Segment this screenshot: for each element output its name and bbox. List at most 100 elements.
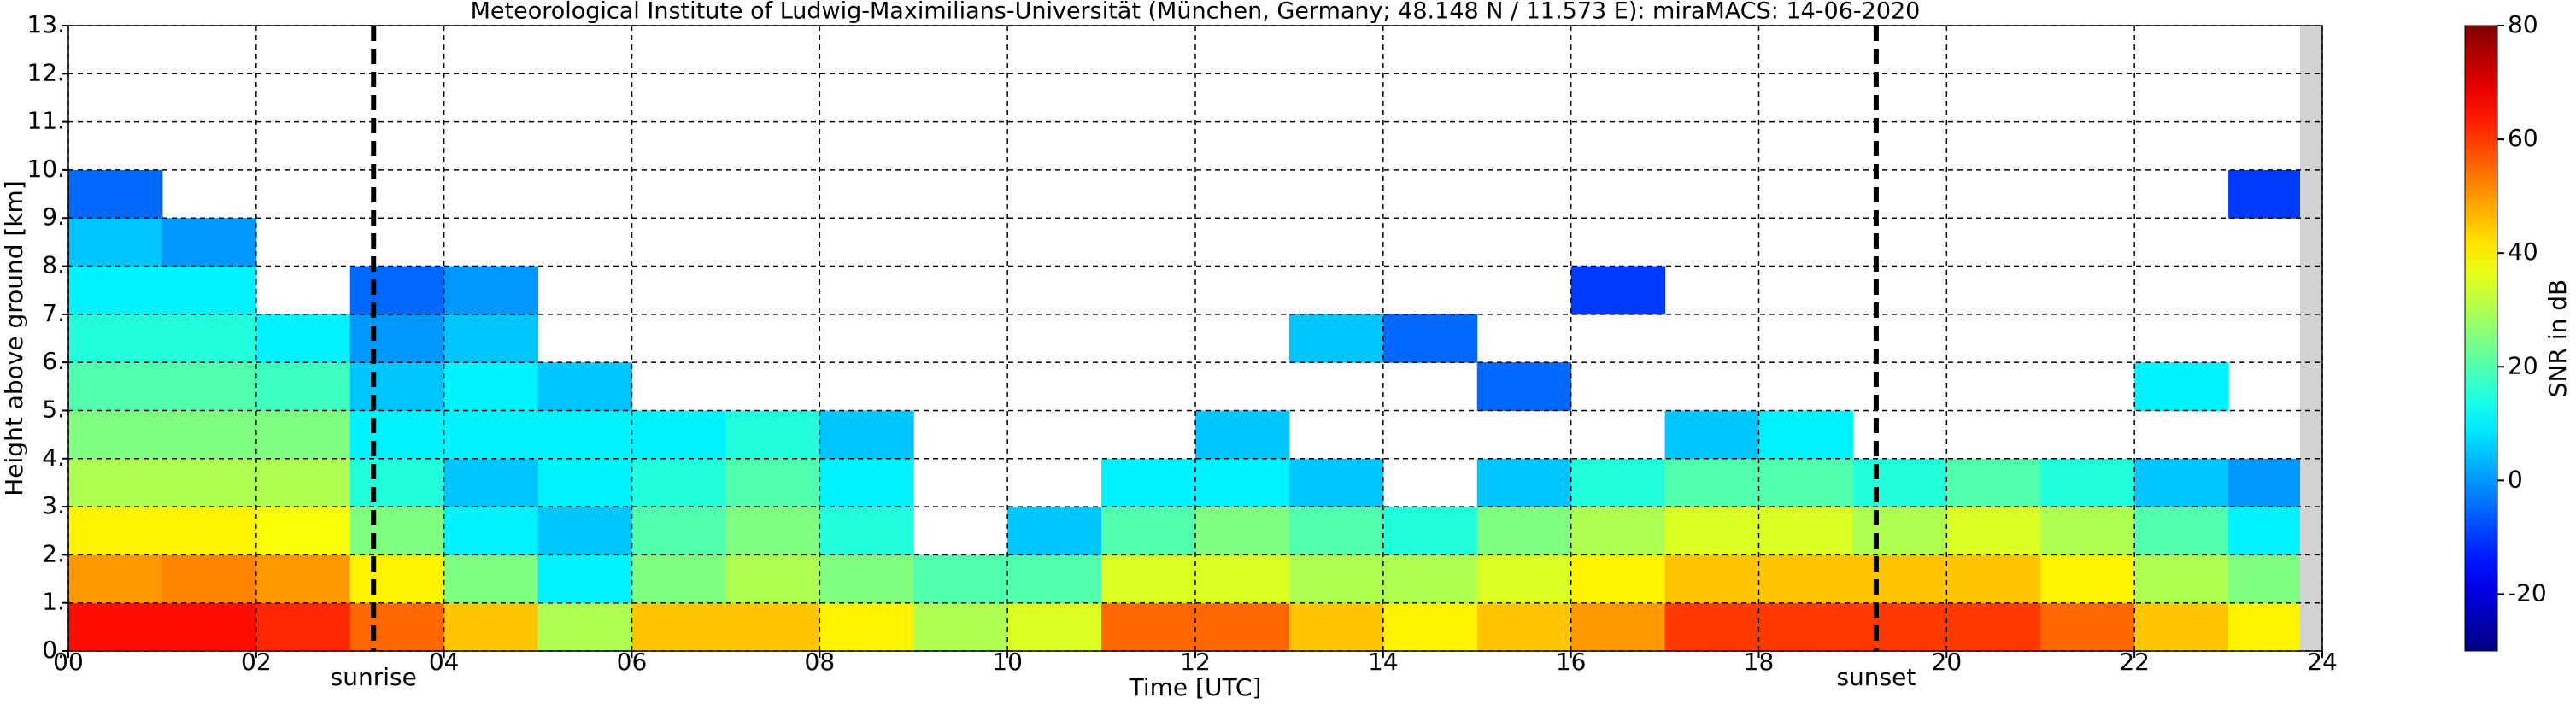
heatmap-cell bbox=[725, 602, 820, 652]
colorbar-tick-label: 0 bbox=[2508, 465, 2523, 493]
heatmap-cell bbox=[1570, 507, 1666, 555]
heatmap-cell bbox=[819, 458, 914, 507]
y-tick-label: 13. bbox=[26, 10, 65, 38]
heatmap-cell bbox=[1476, 602, 1572, 652]
y-tick-label: 11. bbox=[26, 107, 65, 135]
heatmap-cell bbox=[1476, 458, 1572, 507]
x-tick-label: 06 bbox=[617, 648, 648, 676]
heatmap-cell bbox=[2134, 554, 2229, 604]
heatmap-cell bbox=[161, 266, 257, 315]
heatmap-cell bbox=[349, 266, 445, 315]
y-tick-label: 12. bbox=[26, 58, 65, 86]
y-tick-label: 6. bbox=[42, 347, 65, 375]
x-tick-label: 24 bbox=[2307, 648, 2338, 676]
heatmap-cell bbox=[1195, 458, 1290, 507]
heatmap-cell bbox=[1758, 410, 1853, 460]
heatmap-cell bbox=[1664, 602, 1759, 652]
heatmap-cell bbox=[349, 410, 445, 460]
heatmap-cell bbox=[1664, 554, 1759, 604]
x-tick-label: 18 bbox=[1744, 648, 1775, 676]
heatmap-cell bbox=[68, 507, 163, 555]
heatmap-cell bbox=[161, 314, 257, 363]
heatmap-cell bbox=[349, 602, 445, 652]
heatmap-cell bbox=[1570, 602, 1666, 652]
heatmap-cell bbox=[68, 602, 163, 652]
heatmap-cell bbox=[631, 602, 726, 652]
heatmap-cell bbox=[1288, 507, 1384, 555]
heatmap-cell bbox=[349, 507, 445, 555]
heatmap-cell bbox=[161, 507, 257, 555]
heatmap-cell bbox=[1946, 554, 2041, 604]
heatmap-cell bbox=[255, 410, 351, 460]
heatmap-cell bbox=[913, 602, 1008, 652]
heatmap-cell bbox=[68, 362, 163, 411]
x-tick-label: 10 bbox=[992, 648, 1023, 676]
heatmap-cell bbox=[161, 410, 257, 460]
colorbar-tick-label: 80 bbox=[2508, 10, 2538, 38]
heatmap-cell bbox=[443, 458, 539, 507]
heatmap-cell bbox=[819, 507, 914, 555]
heatmap-cell bbox=[2134, 507, 2229, 555]
heatmap-cell bbox=[1007, 507, 1102, 555]
x-tick-label: 04 bbox=[429, 648, 460, 676]
heatmap-cell bbox=[255, 507, 351, 555]
x-tick-label: 00 bbox=[53, 648, 84, 676]
chart-title: Meteorological Institute of Ludwig-Maxim… bbox=[471, 0, 1921, 25]
heatmap-cell bbox=[913, 554, 1008, 604]
heatmap-cell bbox=[1852, 602, 1947, 652]
heatmap-cell bbox=[1758, 602, 1853, 652]
heatmap-cell bbox=[1101, 458, 1196, 507]
heatmap-cell bbox=[1101, 602, 1196, 652]
heatmap-cell bbox=[349, 458, 445, 507]
annotation-label: sunset bbox=[1836, 663, 1916, 691]
heatmap-cell bbox=[443, 362, 539, 411]
heatmap-cell bbox=[443, 410, 539, 460]
x-tick-label: 02 bbox=[241, 648, 272, 676]
heatmap-cell bbox=[1946, 602, 2041, 652]
heatmap-cell bbox=[161, 458, 257, 507]
heatmap-cell bbox=[255, 362, 351, 411]
colorbar-tick-label: 20 bbox=[2508, 351, 2538, 379]
heatmap-cell bbox=[161, 602, 257, 652]
heatmap-cell bbox=[443, 266, 539, 315]
heatmap-cell bbox=[1288, 602, 1384, 652]
heatmap-cell bbox=[443, 507, 539, 555]
heatmap-cell bbox=[2040, 458, 2135, 507]
y-tick-label: 8. bbox=[42, 251, 65, 279]
y-tick-label: 9. bbox=[42, 202, 65, 231]
heatmap-cell bbox=[255, 602, 351, 652]
heatmap-cell bbox=[725, 410, 820, 460]
y-tick-label: 5. bbox=[42, 395, 65, 423]
heatmap-cell bbox=[349, 314, 445, 363]
heatmap-cell bbox=[161, 554, 257, 604]
heatmap-cell bbox=[1664, 410, 1759, 460]
y-tick-label: 10. bbox=[26, 155, 65, 183]
heatmap-cell bbox=[1288, 314, 1384, 363]
heatmap-cell bbox=[1382, 602, 1478, 652]
heatmap-cell bbox=[255, 554, 351, 604]
annotation-label: sunrise bbox=[331, 663, 417, 691]
heatmap-cell bbox=[161, 218, 257, 267]
heatmap-cell bbox=[68, 218, 163, 267]
heatmap-cell bbox=[68, 410, 163, 460]
heatmap-cell bbox=[1946, 507, 2041, 555]
heatmap-cell bbox=[1664, 507, 1759, 555]
x-tick-label: 12 bbox=[1180, 648, 1211, 676]
heatmap-cell bbox=[349, 554, 445, 604]
y-tick-label: 4. bbox=[42, 443, 65, 472]
heatmap-cell bbox=[1007, 554, 1102, 604]
colorbar-tick-label: 60 bbox=[2508, 124, 2538, 152]
heatmap-cell bbox=[1195, 602, 1290, 652]
heatmap-cell bbox=[1101, 554, 1196, 604]
x-axis-label: Time [UTC] bbox=[1129, 673, 1262, 701]
heatmap-cell bbox=[537, 554, 632, 604]
heatmap-cell bbox=[1852, 507, 1947, 555]
heatmap-cell bbox=[631, 458, 726, 507]
plot-frame bbox=[67, 25, 2323, 652]
y-axis-label: Height above ground [km] bbox=[0, 180, 28, 496]
heatmap-cell bbox=[725, 507, 820, 555]
heatmap-cell bbox=[2040, 507, 2135, 555]
heatmap-cell bbox=[537, 362, 632, 411]
heatmap-cell bbox=[443, 602, 539, 652]
